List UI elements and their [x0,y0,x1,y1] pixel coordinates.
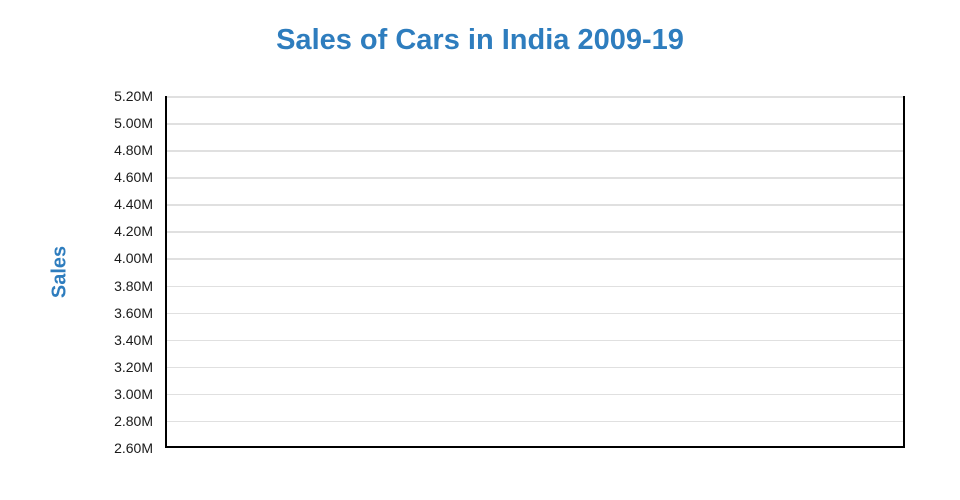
gridline [167,258,903,260]
plot-area [165,96,905,448]
y-tick-label: 2.80M [114,412,153,429]
y-tick-label: 4.00M [114,250,153,267]
y-tick-label: 5.20M [114,88,153,104]
y-tick-label: 3.40M [114,331,153,348]
y-tick-label: 4.60M [114,169,153,186]
gridline [167,96,903,98]
y-axis-tick-labels: 5.20M 5.00M 4.80M 4.60M 4.40M 4.20M 4.00M 3.80M… [0,88,153,456]
gridline [167,393,903,396]
gridline [167,204,903,206]
y-tick-label: 5.00M [114,115,153,132]
y-tick-label: 3.80M [114,277,153,294]
gridline [167,339,903,342]
y-tick-label: 4.20M [114,223,153,240]
y-tick-label: 4.40M [114,196,153,213]
gridline [167,231,903,233]
gridline [167,150,903,152]
y-tick-label: 3.00M [114,385,153,402]
gridline [167,420,903,423]
y-tick-label: 4.80M [114,142,153,159]
chart-title: Sales of Cars in India 2009-19 [276,24,684,56]
y-tick-label: 2.60M [114,440,153,456]
gridline [167,366,903,369]
y-tick-label: 3.20M [114,358,153,375]
gridline [167,177,903,179]
y-tick-label: 3.60M [114,304,153,321]
gridline [167,123,903,125]
gridline [167,312,903,315]
gridline [167,285,903,288]
